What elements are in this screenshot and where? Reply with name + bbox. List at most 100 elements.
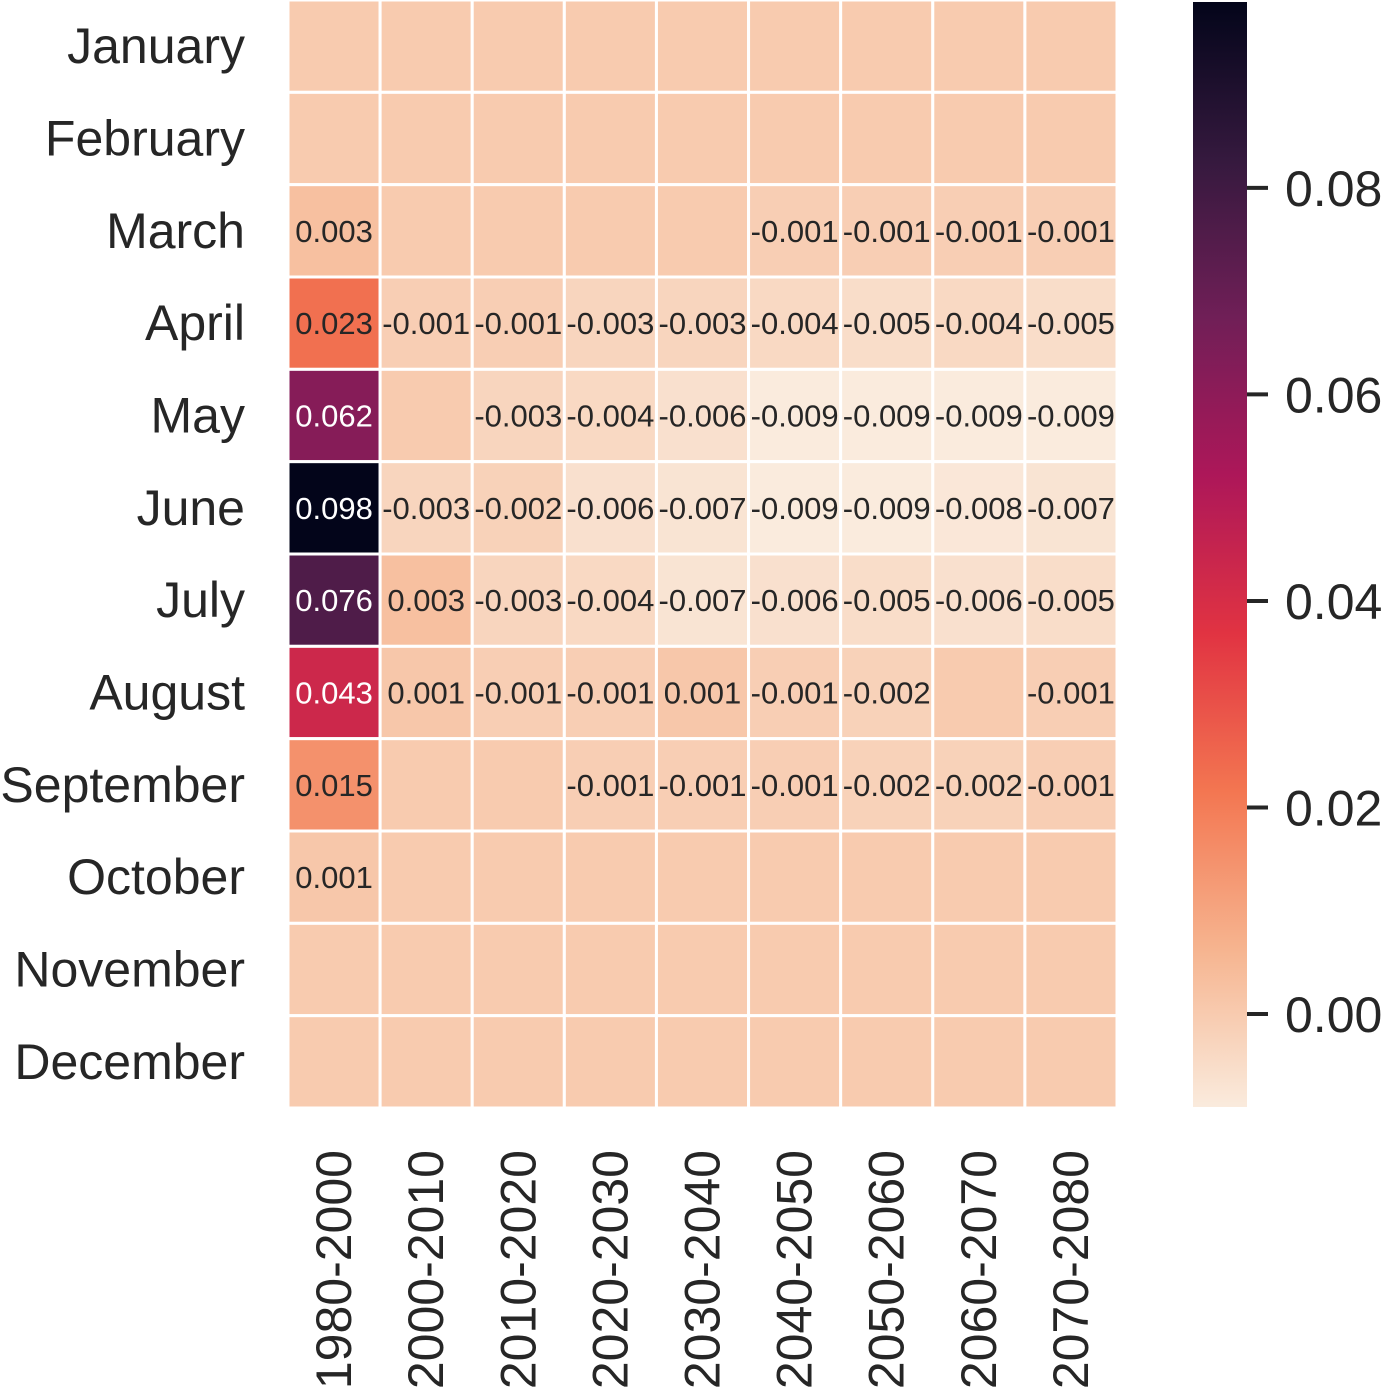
- row-label: October: [67, 849, 245, 905]
- heatmap-cell: [654, 0, 751, 94]
- cell-annotation: 0.003: [387, 583, 465, 618]
- heatmap-cell: [654, 644, 751, 741]
- heatmap-cell: [747, 183, 843, 279]
- heatmap-cell: [470, 367, 566, 464]
- column-labels: 1980-2000 2000-2010 2010-2020 2020-2030 2030…: [306, 1150, 1099, 1389]
- heatmap-cell: [839, 644, 935, 741]
- cell-annotation: 0.001: [664, 676, 742, 711]
- column-label: 2030-2040: [675, 1150, 731, 1389]
- column-label: 1980-2000: [306, 1150, 362, 1389]
- row-label: April: [145, 295, 245, 351]
- cell-annotation: -0.001: [1027, 676, 1115, 711]
- row-label: May: [151, 388, 245, 444]
- heatmap-cell: [654, 460, 751, 556]
- cell-annotation: -0.009: [843, 399, 931, 434]
- row-label: December: [14, 1034, 245, 1090]
- cell-annotation: -0.003: [474, 399, 562, 434]
- cell-annotation: -0.001: [751, 214, 839, 249]
- heatmap-cell: [470, 275, 566, 371]
- heatmap-cell: [470, 1014, 566, 1110]
- heatmap-cell: [839, 275, 935, 371]
- heatmap-cell: [562, 0, 658, 94]
- heatmap-cell: [931, 367, 1027, 464]
- colorbar-tick-label: 0.00: [1285, 987, 1382, 1043]
- cell-annotation: -0.001: [843, 214, 931, 249]
- heatmap-cell: [654, 1014, 751, 1110]
- heatmap-cell: [747, 367, 843, 464]
- cell-annotation: -0.003: [382, 491, 470, 526]
- heatmap-cell: [378, 737, 474, 833]
- heatmap-cell: [562, 90, 658, 187]
- row-label: June: [137, 480, 245, 536]
- heatmap-cell: [1023, 737, 1119, 833]
- cell-annotation: -0.003: [659, 306, 747, 341]
- colorbar-tick-label: 0.02: [1285, 781, 1382, 837]
- heatmap-cell: [1023, 90, 1119, 187]
- cell-annotation: -0.004: [751, 306, 839, 341]
- cell-annotation: -0.001: [751, 676, 839, 711]
- heatmap-cell: [1023, 0, 1119, 94]
- heatmap-cell: [470, 90, 566, 187]
- cell-annotation: 0.001: [387, 676, 465, 711]
- row-labels: January February March April May June July Augu…: [0, 18, 245, 1090]
- heatmap-cell: [931, 90, 1027, 187]
- heatmap-cell: [1023, 275, 1119, 371]
- heatmap-cell: [470, 829, 566, 925]
- cell-annotation: -0.001: [566, 676, 654, 711]
- heatmap-cell: [1023, 829, 1119, 925]
- heatmap-cell: [378, 1014, 474, 1110]
- heatmap-cell: [562, 737, 658, 833]
- heatmap-cell: [931, 1014, 1027, 1110]
- cell-annotation: -0.006: [935, 583, 1023, 618]
- colorbar: 0.00 0.02 0.04 0.06 0.08: [1193, 2, 1382, 1107]
- cell-annotation: 0.043: [295, 676, 373, 711]
- heatmap-cell: [654, 829, 751, 925]
- heatmap-cell: [747, 0, 843, 94]
- heatmap-cell: [654, 921, 751, 1018]
- heatmap-cell: [747, 552, 843, 648]
- heatmap-cell: [562, 829, 658, 925]
- row-label: September: [0, 757, 245, 813]
- heatmap-cell: [1023, 460, 1119, 556]
- cell-annotation: -0.002: [935, 768, 1023, 803]
- heatmap-cell: [470, 737, 566, 833]
- row-label: February: [45, 111, 245, 167]
- heatmap-cell: [286, 275, 382, 371]
- cell-annotation: -0.001: [1027, 768, 1115, 803]
- cell-annotation: -0.002: [474, 491, 562, 526]
- cell-annotation: -0.009: [1027, 399, 1115, 434]
- cell-annotation: -0.005: [1027, 583, 1115, 618]
- colorbar-bar: [1193, 2, 1247, 1107]
- colorbar-ticks: 0.00 0.02 0.04 0.06 0.08: [1247, 161, 1382, 1043]
- cell-annotation: -0.001: [382, 306, 470, 341]
- cell-annotation: -0.009: [751, 491, 839, 526]
- cell-annotation: -0.002: [843, 768, 931, 803]
- heatmap-cell: [286, 921, 382, 1018]
- cell-annotation: -0.002: [843, 676, 931, 711]
- column-label: 2020-2030: [582, 1150, 638, 1389]
- cell-annotation: 0.001: [295, 860, 373, 895]
- heatmap-cell: [839, 737, 935, 833]
- cell-annotation: -0.009: [751, 399, 839, 434]
- heatmap-cell: [378, 183, 474, 279]
- heatmap-cell: [931, 737, 1027, 833]
- column-label: 2070-2080: [1043, 1150, 1099, 1389]
- cell-annotation: -0.006: [659, 399, 747, 434]
- cell-annotation: 0.098: [295, 491, 373, 526]
- heatmap-cell: [378, 829, 474, 925]
- cell-annotation: -0.007: [659, 583, 747, 618]
- cell-annotation: -0.005: [1027, 306, 1115, 341]
- cell-annotation: -0.006: [566, 491, 654, 526]
- row-label: August: [89, 665, 245, 721]
- column-label: 2040-2050: [767, 1150, 823, 1389]
- heatmap-cell: [286, 0, 382, 94]
- heatmap-cell: [654, 737, 751, 833]
- heatmap-cell: [562, 921, 658, 1018]
- cell-annotation: -0.007: [1027, 491, 1115, 526]
- column-label: 2060-2070: [951, 1150, 1007, 1389]
- heatmap-cell: [470, 0, 566, 94]
- heatmap-cell: [286, 829, 382, 925]
- row-label: March: [106, 203, 245, 259]
- heatmap-cell: [1023, 644, 1119, 741]
